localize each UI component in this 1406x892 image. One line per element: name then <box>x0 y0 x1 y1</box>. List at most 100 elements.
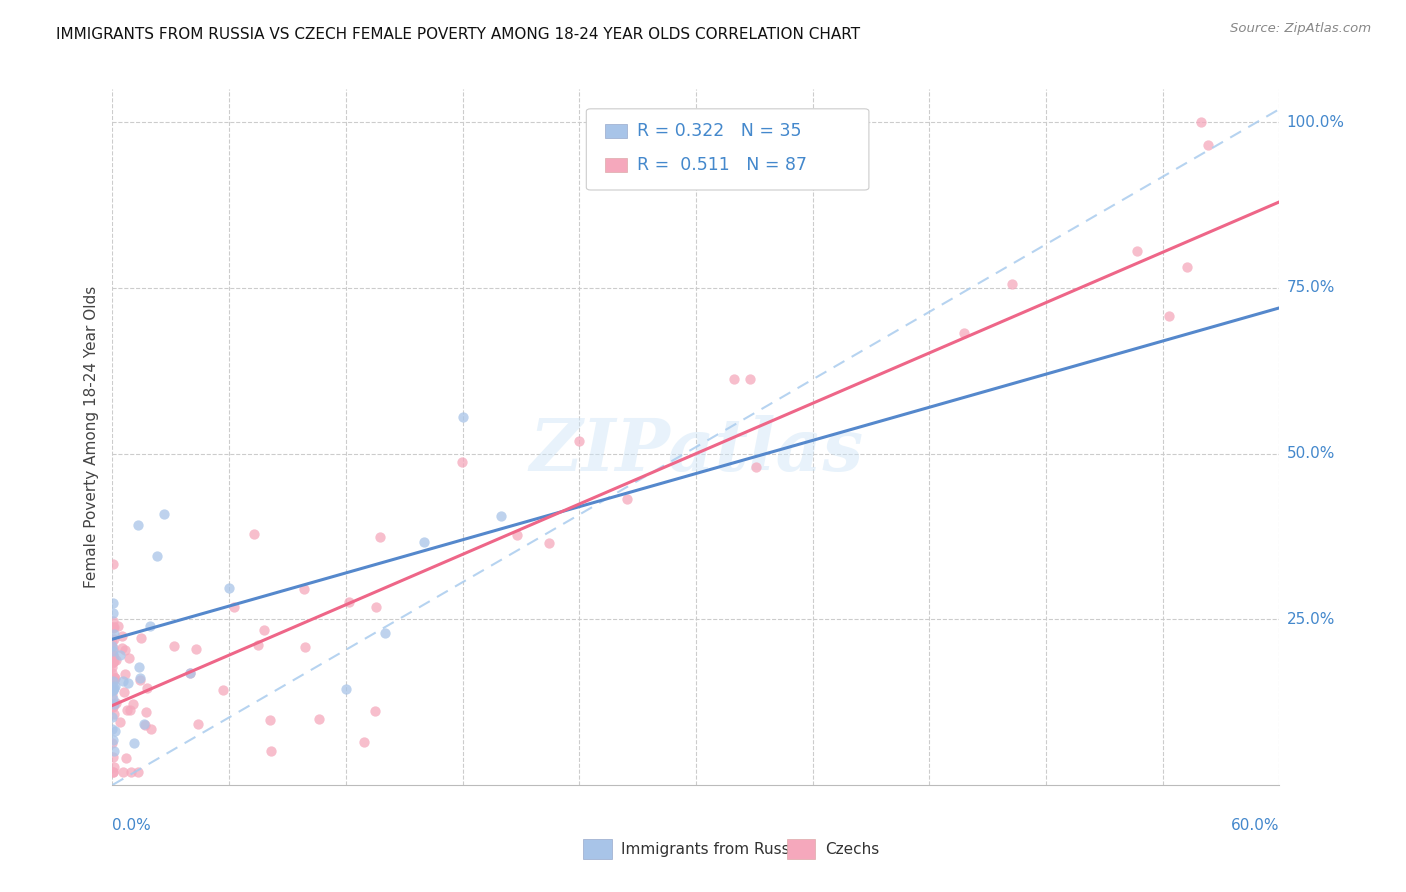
Point <box>108 648 131 662</box>
Point <box>368 530 391 544</box>
Point <box>108 715 131 730</box>
Point <box>128 660 150 674</box>
Text: 100.0%: 100.0% <box>1286 115 1344 130</box>
Point <box>114 642 136 657</box>
Point <box>187 717 209 731</box>
Point <box>101 639 124 653</box>
Point <box>114 667 136 681</box>
Point <box>101 674 124 689</box>
Text: ZIPatlas: ZIPatlas <box>529 416 863 486</box>
Point <box>103 673 125 688</box>
Text: Immigrants from Russia: Immigrants from Russia <box>621 842 804 856</box>
Point <box>103 632 125 646</box>
Text: R =  0.511   N = 87: R = 0.511 N = 87 <box>637 156 807 174</box>
Point <box>491 508 513 523</box>
Point <box>128 673 150 687</box>
Point <box>616 491 638 506</box>
Text: 60.0%: 60.0% <box>1232 818 1279 832</box>
Point <box>412 534 434 549</box>
Point <box>364 599 387 614</box>
Point <box>374 626 396 640</box>
Point <box>337 595 360 609</box>
Point <box>103 627 125 641</box>
Point <box>122 736 145 750</box>
Point <box>506 528 529 542</box>
Point <box>1177 260 1199 275</box>
Point <box>218 581 240 595</box>
Point <box>952 326 974 340</box>
Point <box>101 688 124 702</box>
Point <box>104 671 127 685</box>
Point <box>101 710 124 724</box>
Point <box>101 656 124 670</box>
Point <box>745 459 768 474</box>
Point <box>139 722 162 736</box>
Point <box>101 764 124 779</box>
Point <box>117 676 139 690</box>
Point <box>103 760 125 774</box>
Text: Czechs: Czechs <box>825 842 880 856</box>
Point <box>129 631 152 645</box>
Point <box>103 670 125 684</box>
Point <box>568 434 591 449</box>
Point <box>111 640 134 655</box>
Point <box>111 630 134 644</box>
Point <box>118 650 141 665</box>
Point <box>120 703 142 717</box>
Point <box>103 620 125 634</box>
Point <box>101 698 124 713</box>
Point <box>101 652 124 666</box>
Point <box>101 700 124 714</box>
Point <box>212 682 235 697</box>
Point <box>1000 277 1022 292</box>
Point <box>1159 309 1181 323</box>
Point <box>260 744 283 758</box>
Point <box>101 648 124 663</box>
Text: 75.0%: 75.0% <box>1286 280 1334 295</box>
Point <box>111 764 134 779</box>
Point <box>101 620 124 634</box>
Point <box>105 696 128 710</box>
Point <box>101 732 124 747</box>
Point <box>101 614 124 628</box>
Point <box>115 751 138 765</box>
Point <box>104 653 127 667</box>
Point <box>127 764 149 779</box>
Point <box>1197 138 1219 153</box>
Point <box>103 654 125 668</box>
Point <box>101 621 124 635</box>
Point <box>353 735 375 749</box>
Point <box>723 372 745 386</box>
Point <box>163 640 186 654</box>
Point <box>101 657 124 671</box>
Point <box>103 706 125 721</box>
Point <box>363 704 385 718</box>
Point <box>294 640 316 655</box>
Point <box>537 535 560 549</box>
Text: 0.0%: 0.0% <box>112 818 152 832</box>
Point <box>132 717 155 731</box>
Point <box>308 712 330 726</box>
Point <box>451 455 474 469</box>
Point <box>101 736 124 750</box>
Point <box>101 644 124 658</box>
Point <box>134 717 156 731</box>
Point <box>1189 115 1212 129</box>
Point <box>146 549 169 563</box>
Point <box>738 372 761 386</box>
Point <box>292 582 315 597</box>
Point <box>122 697 145 711</box>
Y-axis label: Female Poverty Among 18-24 Year Olds: Female Poverty Among 18-24 Year Olds <box>83 286 98 588</box>
Point <box>112 674 135 689</box>
Point <box>101 683 124 698</box>
Text: IMMIGRANTS FROM RUSSIA VS CZECH FEMALE POVERTY AMONG 18-24 YEAR OLDS CORRELATION: IMMIGRANTS FROM RUSSIA VS CZECH FEMALE P… <box>56 27 860 42</box>
Point <box>101 680 124 694</box>
Point <box>104 679 127 693</box>
Point <box>101 659 124 673</box>
Point <box>101 682 124 697</box>
Point <box>117 703 139 717</box>
Point <box>103 596 125 610</box>
Point <box>247 638 270 652</box>
Point <box>222 599 245 614</box>
Point <box>104 724 127 739</box>
